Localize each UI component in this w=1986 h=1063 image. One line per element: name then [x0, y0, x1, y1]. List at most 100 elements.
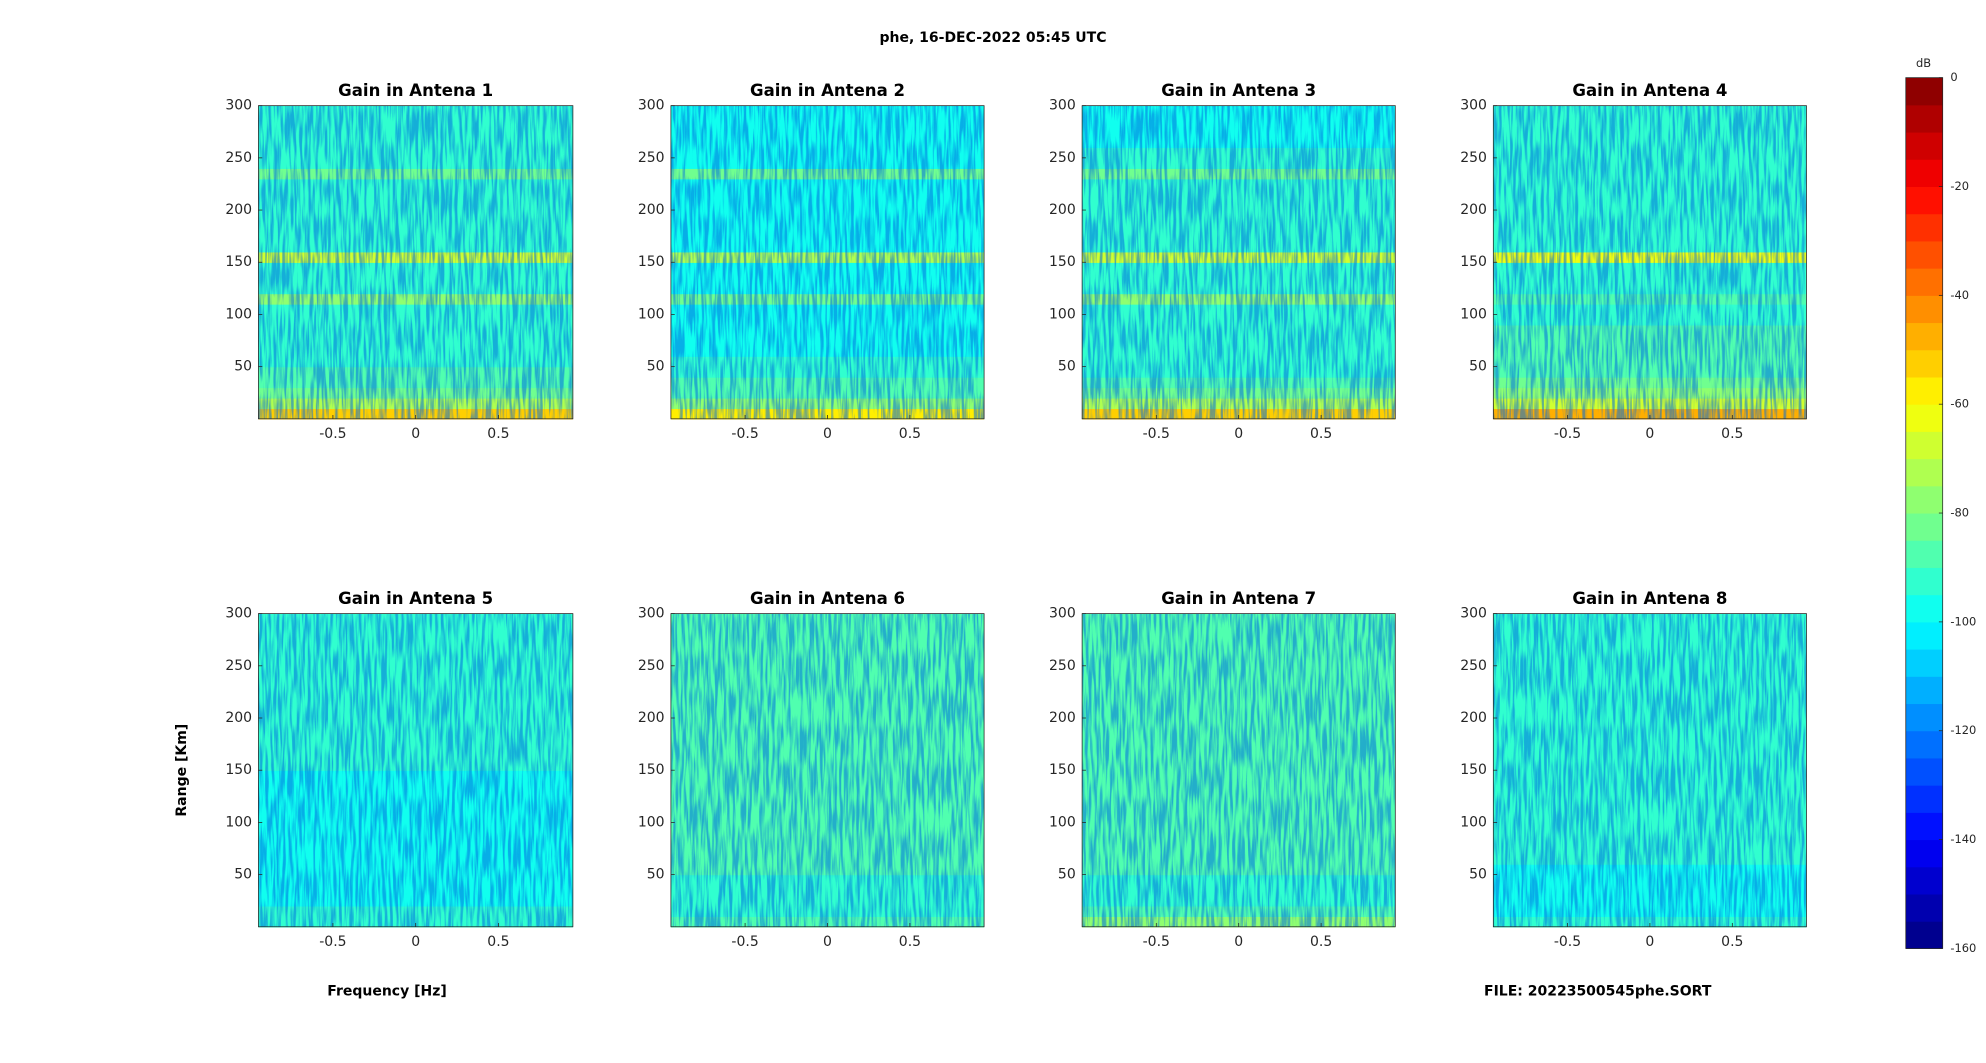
y-tick-label: 250 — [638, 658, 665, 674]
y-tick-label: 300 — [1049, 606, 1076, 622]
colorbar-level — [1905, 77, 1943, 106]
colorbar-level — [1905, 349, 1943, 378]
file-label: FILE: 20223500545phe.SORT — [1484, 984, 1712, 1000]
colorbar-level — [1905, 268, 1943, 296]
y-tick-label: 150 — [225, 762, 252, 778]
heatmap-panel: Gain in Antena 6 -0.5 0 0.5 50 100 150 200 250 30… — [638, 589, 985, 950]
y-tick-label: 300 — [225, 606, 252, 622]
y-tick-label: 100 — [225, 814, 252, 830]
noise-texture — [1082, 613, 1396, 927]
colorbar-tick-label: -140 — [1950, 832, 1976, 846]
colorbar-label: dB — [1916, 56, 1931, 70]
x-tick-label: 0.5 — [899, 426, 921, 442]
y-tick-label: 300 — [1460, 606, 1487, 622]
panel-title: Gain in Antena 3 — [1161, 81, 1316, 100]
colorbar-level — [1905, 567, 1943, 596]
colorbar-level — [1905, 376, 1943, 405]
y-tick-label: 200 — [225, 710, 252, 726]
x-tick-label: 0 — [823, 934, 832, 950]
colorbar-level — [1905, 812, 1943, 841]
y-tick-label: 250 — [225, 150, 252, 166]
y-tick-label: 250 — [638, 150, 665, 166]
colorbar-level — [1905, 594, 1943, 623]
x-tick-label: 0 — [1645, 934, 1654, 950]
y-tick-label: 50 — [1058, 359, 1076, 375]
colorbar-tick-label: -80 — [1950, 506, 1969, 520]
y-tick-label: 50 — [647, 867, 665, 883]
colorbar-level — [1905, 621, 1943, 650]
y-tick-label: 100 — [638, 814, 665, 830]
colorbar-tick-label: -120 — [1950, 723, 1976, 737]
colorbar-level — [1905, 186, 1943, 215]
y-tick-label: 100 — [1460, 814, 1487, 830]
heatmap-panel: Gain in Antena 4 -0.5 0 0.5 50 100 150 200 250 30… — [1460, 81, 1807, 442]
colorbar-level — [1905, 921, 1943, 949]
y-tick-label: 100 — [1049, 814, 1076, 830]
x-tick-label: -0.5 — [1554, 934, 1581, 950]
colorbar-level — [1905, 649, 1943, 677]
y-tick-label: 50 — [1469, 359, 1487, 375]
y-tick-label: 300 — [1460, 98, 1487, 114]
x-tick-label: 0.5 — [487, 426, 509, 442]
colorbar-level — [1905, 132, 1943, 160]
colorbar-tick-label: -160 — [1950, 941, 1976, 955]
x-tick-label: 0 — [411, 426, 420, 442]
x-tick-label: -0.5 — [1143, 934, 1170, 950]
colorbar-level — [1905, 213, 1943, 242]
heatmap-panel: Gain in Antena 2 -0.5 0 0.5 50 100 150 200 250 30… — [638, 81, 985, 442]
figure-title: phe, 16-DEC-2022 05:45 UTC — [879, 30, 1106, 46]
y-tick-label: 250 — [1460, 658, 1487, 674]
x-tick-label: 0 — [1645, 426, 1654, 442]
colorbar-tick-label: -20 — [1950, 179, 1969, 193]
noise-texture — [1493, 105, 1807, 419]
x-axis-label: Frequency [Hz] — [327, 984, 446, 1000]
y-tick-label: 150 — [1049, 762, 1076, 778]
x-tick-label: -0.5 — [1143, 426, 1170, 442]
y-tick-label: 150 — [638, 762, 665, 778]
panel-title: Gain in Antena 6 — [750, 589, 905, 608]
y-tick-label: 50 — [647, 359, 665, 375]
x-tick-label: -0.5 — [731, 934, 758, 950]
y-tick-label: 200 — [225, 202, 252, 218]
y-tick-label: 250 — [1049, 150, 1076, 166]
colorbar-level — [1905, 676, 1943, 705]
y-tick-label: 200 — [1460, 202, 1487, 218]
y-tick-label: 150 — [1460, 762, 1487, 778]
colorbar-level — [1905, 785, 1943, 813]
y-tick-label: 100 — [1460, 306, 1487, 322]
x-tick-label: -0.5 — [1554, 426, 1581, 442]
colorbar-level — [1905, 458, 1943, 487]
colorbar-level — [1905, 894, 1943, 922]
colorbar-level — [1905, 104, 1943, 133]
y-tick-label: 250 — [1460, 150, 1487, 166]
y-axis-label: Range [Km] — [174, 724, 190, 817]
y-tick-label: 50 — [1469, 867, 1487, 883]
colorbar-level — [1905, 757, 1943, 786]
heatmap-panel: Gain in Antena 7 -0.5 0 0.5 50 100 150 200 250 30… — [1049, 589, 1396, 950]
y-tick-label: 300 — [638, 606, 665, 622]
y-tick-label: 50 — [234, 359, 252, 375]
y-tick-label: 250 — [1049, 658, 1076, 674]
x-tick-label: -0.5 — [731, 426, 758, 442]
y-tick-label: 100 — [1049, 306, 1076, 322]
x-tick-label: 0.5 — [1310, 934, 1332, 950]
panel-title: Gain in Antena 8 — [1572, 589, 1727, 608]
x-tick-label: 0.5 — [1721, 934, 1743, 950]
x-tick-label: 0.5 — [1721, 426, 1743, 442]
y-tick-label: 300 — [225, 98, 252, 114]
x-tick-label: 0.5 — [1310, 426, 1332, 442]
noise-texture — [258, 613, 573, 927]
colorbar-level — [1905, 295, 1943, 324]
y-tick-label: 150 — [638, 254, 665, 270]
noise-texture — [1493, 613, 1807, 927]
x-tick-label: 0 — [1234, 934, 1243, 950]
colorbar-level — [1905, 540, 1943, 568]
y-tick-label: 150 — [1460, 254, 1487, 270]
noise-texture — [258, 105, 573, 419]
y-tick-label: 300 — [1049, 98, 1076, 114]
x-tick-label: -0.5 — [319, 934, 346, 950]
colorbar-level — [1905, 322, 1943, 351]
panel-title: Gain in Antena 1 — [338, 81, 493, 100]
colorbar-level — [1905, 866, 1943, 895]
